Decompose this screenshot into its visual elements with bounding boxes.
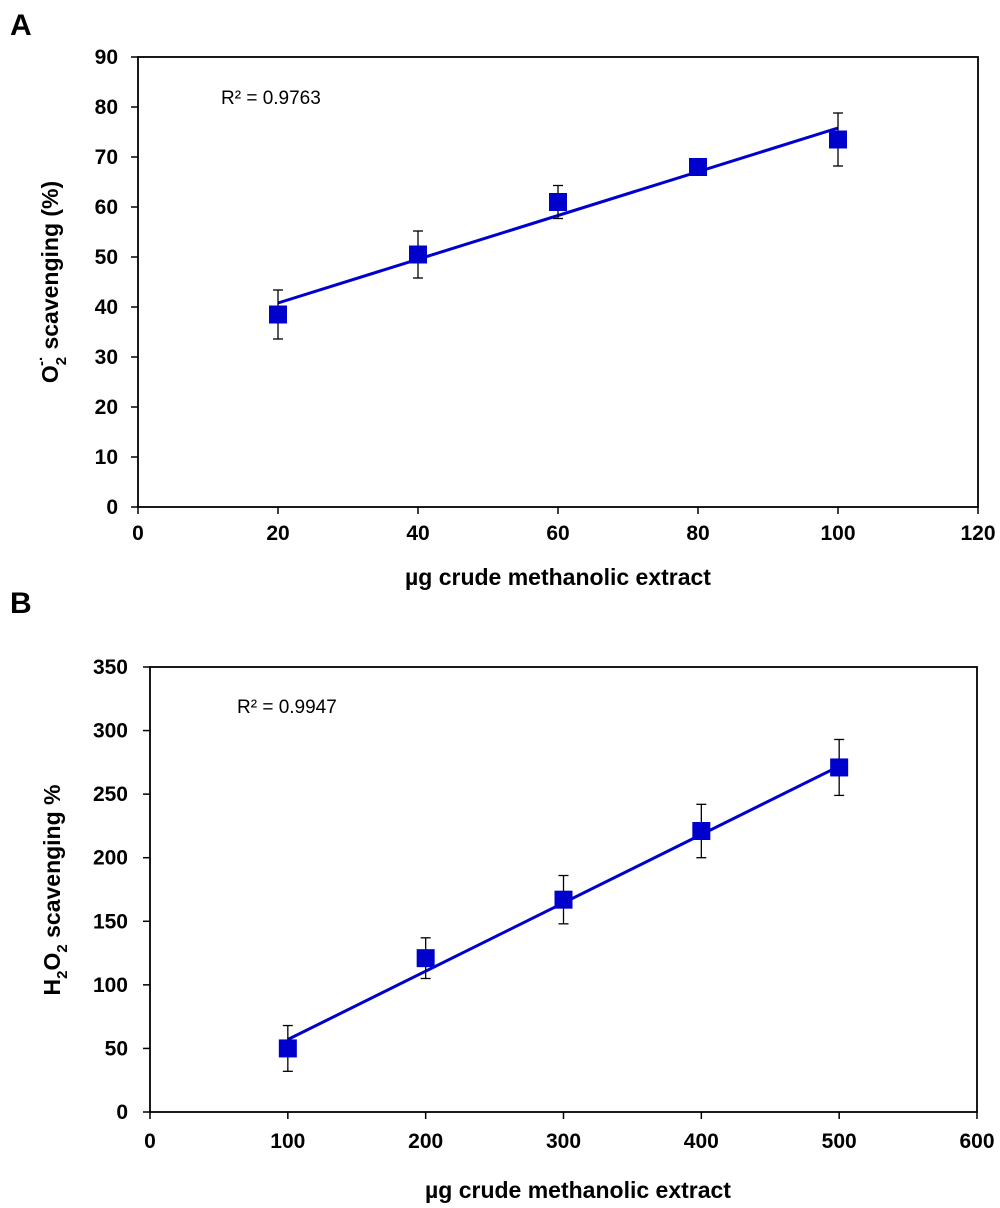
y-tick-label: 300 <box>93 720 128 743</box>
data-point <box>829 130 847 149</box>
x-tick-label: 500 <box>822 1130 857 1153</box>
x-tick-label: 200 <box>408 1130 443 1153</box>
y-title-b-sub2: 2 <box>54 944 71 952</box>
y-tick-label: 30 <box>95 346 118 369</box>
y-tick-label: 70 <box>95 146 118 169</box>
y-title-b-h: H <box>39 979 65 996</box>
y-title-a-sup: -· <box>33 356 50 366</box>
y-tick-label: 0 <box>116 1101 128 1124</box>
data-point <box>689 158 707 176</box>
data-series-b <box>278 738 849 1072</box>
y-tick-label: 20 <box>95 396 118 419</box>
y-tick-label: 100 <box>93 974 128 997</box>
x-tick-label: 80 <box>686 522 709 545</box>
y-title-b-sub1: 2 <box>54 971 71 979</box>
x-axis-title-b: µg crude methanolic extract <box>425 1177 731 1203</box>
data-point <box>409 245 427 264</box>
y-tick-label: 10 <box>95 446 118 469</box>
x-ticks-b: 0 100 200 300 400 500 600 <box>144 1112 995 1153</box>
x-tick-label: 600 <box>959 1130 994 1153</box>
chart-panel-b: B 0 50 100 150 200 250 300 350 0 100 200 300 400 500… <box>10 587 995 1203</box>
y-tick-label: 200 <box>93 847 128 870</box>
y-tick-label: 350 <box>93 656 128 679</box>
data-point <box>278 1039 297 1058</box>
y-tick-label: 150 <box>93 910 128 933</box>
x-tick-label: 100 <box>820 522 855 545</box>
plot-frame-a <box>137 56 979 508</box>
x-tick-label: 100 <box>270 1130 305 1153</box>
data-point <box>554 890 573 909</box>
x-tick-label: 20 <box>266 522 289 545</box>
y-axis-title-a: O2-· scavenging (%) <box>33 181 70 383</box>
x-tick-label: 300 <box>546 1130 581 1153</box>
panel-label-a: A <box>10 9 32 42</box>
y-tick-label: 90 <box>95 46 118 69</box>
data-series-a <box>269 112 847 340</box>
y-title-b-rest: scavenging % <box>39 785 65 945</box>
x-tick-label: 400 <box>684 1130 719 1153</box>
x-tick-label: 40 <box>406 522 429 545</box>
x-tick-label: 120 <box>960 522 995 545</box>
data-point <box>549 193 567 211</box>
x-tick-label: 0 <box>132 522 144 545</box>
data-point <box>269 305 287 324</box>
y-tick-label: 60 <box>95 196 118 219</box>
x-axis-title-a: µg crude methanolic extract <box>405 564 711 590</box>
y-tick-label: 80 <box>95 96 118 119</box>
y-tick-label: 50 <box>105 1037 128 1060</box>
r-squared-label-b: R² = 0.9947 <box>237 697 337 718</box>
data-point <box>830 758 849 777</box>
data-point <box>416 949 435 968</box>
r-squared-label-a: R² = 0.9763 <box>221 88 321 109</box>
y-tick-label: 50 <box>95 246 118 269</box>
data-point <box>692 822 711 841</box>
y-tick-label: 40 <box>95 296 118 319</box>
x-tick-label: 0 <box>144 1130 156 1153</box>
y-title-a-o: O <box>37 365 63 383</box>
y-title-b-o: O <box>39 953 65 971</box>
x-ticks-a: 0 20 40 60 80 100 120 <box>132 507 996 545</box>
y-axis-title-b: H2O2 scavenging % <box>39 785 71 996</box>
y-ticks-a: 0 10 20 30 40 50 60 70 80 90 <box>95 46 138 519</box>
y-title-a-rest: scavenging (%) <box>37 181 63 356</box>
panel-label-b: B <box>10 587 32 620</box>
y-ticks-b: 0 50 100 150 200 250 300 350 <box>93 656 150 1124</box>
chart-panel-a: A 0 10 20 30 40 50 60 70 80 90 0 20 40 60 80 100 120 R²… <box>10 9 996 590</box>
x-tick-label: 60 <box>546 522 569 545</box>
y-tick-label: 250 <box>93 783 128 806</box>
y-tick-label: 0 <box>106 496 118 519</box>
y-title-a-sub: 2 <box>53 357 70 365</box>
